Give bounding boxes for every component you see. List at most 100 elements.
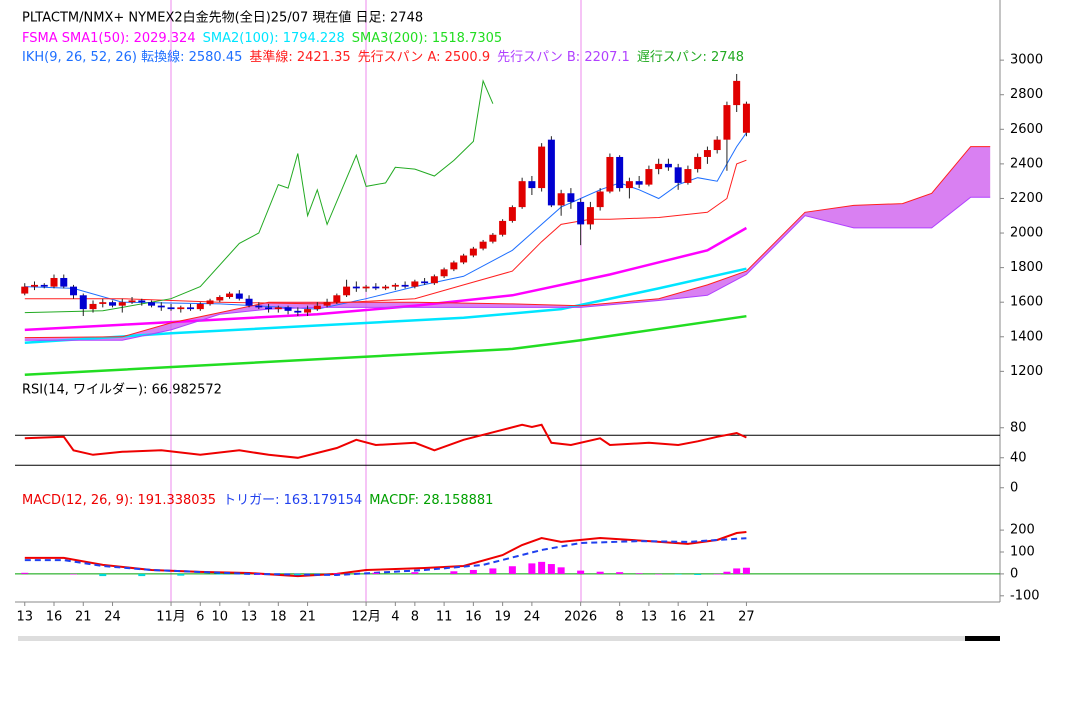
scrollbar-thumb[interactable]: [965, 636, 1000, 641]
x-tick-label: 13: [241, 610, 258, 625]
y-tick-label: 1800: [1010, 260, 1043, 275]
series-line: [24, 196, 991, 341]
histogram-bar: [616, 572, 624, 574]
legend-entry: MACDF: 28.158881: [369, 493, 493, 508]
candle-body: [577, 201, 585, 225]
x-tick-label: 8: [411, 610, 419, 625]
candle-body: [713, 139, 721, 151]
legend-entry: IKH(9, 26, 52, 26) 転換線: 2580.45: [22, 49, 242, 65]
series-line: [24, 537, 747, 577]
candle-body: [323, 302, 331, 306]
candle-body: [333, 295, 341, 303]
y-tick-label: 3000: [1010, 53, 1043, 68]
y-tick-label: 1400: [1010, 329, 1043, 344]
candle-body: [538, 146, 546, 189]
candle-body: [70, 286, 78, 296]
histogram-bar: [557, 567, 565, 574]
candle-body: [148, 302, 156, 306]
histogram-bar: [528, 563, 536, 574]
x-tick-label: 12月: [351, 610, 381, 625]
y-tick-label: 100: [1010, 545, 1035, 560]
candle-body: [596, 191, 604, 208]
legend-entry: 基準線: 2421.35: [249, 49, 350, 65]
legend-row: IKH(9, 26, 52, 26) 転換線: 2580.45 基準線: 2421…: [22, 49, 744, 65]
x-tick-label: 21: [75, 610, 92, 625]
candle-body: [625, 181, 633, 189]
y-tick-label: 0: [1010, 480, 1018, 495]
candle-body: [664, 163, 672, 168]
candle-body: [265, 307, 273, 310]
series-line: [24, 423, 747, 459]
candle-body: [206, 300, 214, 304]
y-tick-label: 40: [1010, 450, 1027, 465]
y-tick-label: 1200: [1010, 364, 1043, 379]
x-tick-label: 21: [699, 610, 716, 625]
candle-body: [440, 269, 448, 277]
candle-body: [460, 255, 468, 263]
x-tick-label: 11月: [156, 610, 186, 625]
candle-body: [274, 307, 282, 310]
histogram-bar: [596, 571, 604, 574]
candle-body: [635, 181, 643, 185]
x-tick-label: 4: [391, 610, 399, 625]
histogram-bar: [333, 573, 341, 574]
series-line: [24, 226, 748, 332]
candle-body: [157, 305, 165, 308]
x-tick-label: 16: [670, 610, 687, 625]
x-tick-label: 16: [46, 610, 63, 625]
candle-body: [89, 303, 97, 310]
candle-body: [138, 300, 146, 303]
x-tick-label: 27: [738, 610, 755, 625]
histogram-bar: [694, 573, 702, 575]
candle-body: [99, 302, 107, 304]
candle-body: [557, 193, 565, 206]
plot-layer: 1200140016001800200022002400260028003000…: [15, 10, 1043, 625]
x-tick-label: 10: [212, 610, 229, 625]
histogram-bar: [372, 572, 380, 574]
candle-body: [294, 310, 302, 313]
candle-body: [79, 295, 87, 310]
candle-body: [128, 300, 136, 303]
scrollbar-track[interactable]: [18, 636, 1000, 641]
candle-body: [21, 286, 29, 294]
candle-body: [118, 302, 126, 306]
panel-title: RSI(14, ワイルダー): 66.982572: [22, 383, 222, 398]
chart-title: PLTACTM/NMX+ NYMEX2白金先物(全日)25/07 現在値 日足:…: [22, 10, 423, 26]
x-tick-label: 13: [16, 610, 33, 625]
x-tick-label: 19: [494, 610, 511, 625]
candle-body: [31, 284, 39, 287]
series-line: [24, 314, 747, 377]
y-tick-label: 2400: [1010, 156, 1043, 171]
candle-body: [226, 293, 234, 298]
candle-body: [469, 248, 477, 256]
legend-row: MACD(12, 26, 9): 191.338035 トリガー: 163.179…: [22, 493, 493, 508]
candle-body: [616, 156, 624, 189]
candle-body: [421, 281, 429, 284]
y-tick-label: 2000: [1010, 226, 1043, 241]
histogram-bar: [138, 573, 146, 577]
histogram-bar: [674, 573, 682, 575]
series-line: [24, 267, 747, 345]
x-tick-label: 24: [104, 610, 121, 625]
candle-body: [177, 307, 185, 310]
histogram-bar: [21, 572, 29, 574]
candle-body: [372, 286, 380, 289]
legend-entry: 先行スパン B: 2207.1: [497, 50, 630, 65]
candle-body: [391, 284, 399, 287]
histogram-bar: [294, 573, 302, 575]
candle-body: [742, 103, 750, 133]
candle-body: [528, 181, 536, 189]
histogram-bar: [177, 573, 185, 576]
legend-entry: 先行スパン A: 2500.9: [358, 50, 490, 65]
candle-body: [313, 305, 321, 310]
candle-body: [235, 293, 243, 299]
series-line: [24, 159, 747, 305]
histogram-bar: [99, 573, 107, 577]
candle-body: [518, 181, 526, 208]
histogram-bar: [733, 568, 741, 574]
candle-body: [694, 156, 702, 170]
candle-body: [382, 286, 390, 289]
x-tick-label: 13: [641, 610, 658, 625]
histogram-bar: [469, 569, 477, 574]
